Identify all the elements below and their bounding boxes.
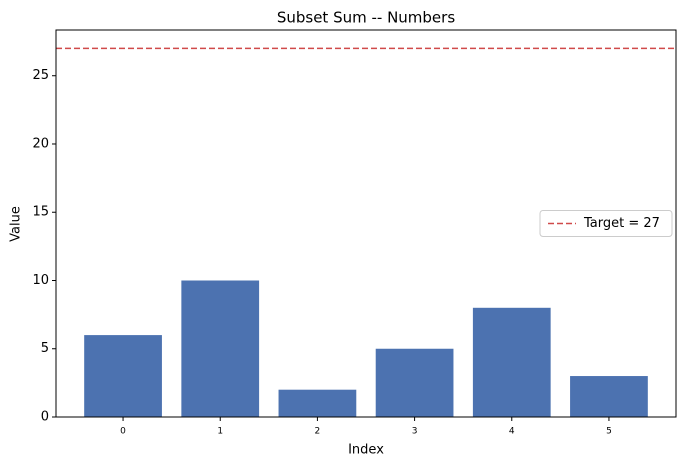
bar xyxy=(375,348,454,417)
bar xyxy=(570,376,648,417)
y-tick-label: 25 xyxy=(32,68,49,83)
x-tick-label: 4 xyxy=(509,427,515,437)
x-tick-label: 0 xyxy=(120,427,126,437)
y-tick-label: 20 xyxy=(32,136,49,151)
x-tick-label: 2 xyxy=(315,427,321,437)
y-tick-label: 5 xyxy=(41,341,49,356)
plot-frame xyxy=(55,29,677,418)
x-tick-label: 5 xyxy=(606,427,612,437)
x-tick-label: 1 xyxy=(217,427,223,437)
chart-title: Subset Sum -- Numbers xyxy=(277,9,456,27)
y-tick-label: 10 xyxy=(32,273,49,288)
legend-label: Target = 27 xyxy=(583,216,660,231)
x-axis-label: Index xyxy=(348,443,384,458)
bar xyxy=(472,307,551,417)
bar xyxy=(181,280,260,417)
y-tick-label: 0 xyxy=(41,410,49,425)
y-axis-label: Value xyxy=(9,206,24,242)
bar xyxy=(84,335,162,417)
legend-box xyxy=(539,210,673,237)
bar xyxy=(278,389,357,417)
x-tick-label: 3 xyxy=(412,427,418,437)
y-tick-label: 15 xyxy=(32,205,49,220)
